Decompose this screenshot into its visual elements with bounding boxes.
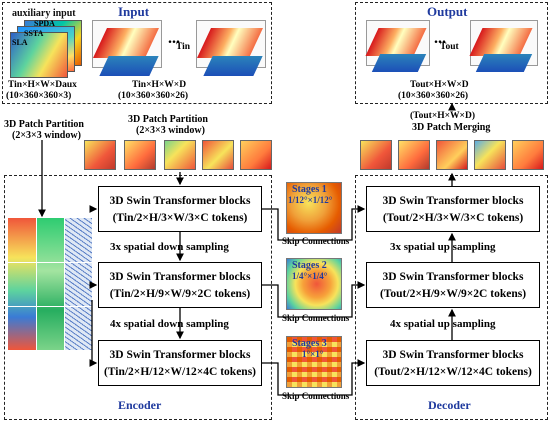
left-partition-window: (2×3×3 window) (12, 130, 81, 141)
input-size: (10×360×360×26) (118, 91, 189, 101)
skip-label-1: Skip Connections (282, 236, 350, 246)
decoder-block-1-title: 3D Swin Transformer blocks (382, 195, 524, 207)
skip-label-2: Skip Connections (282, 313, 350, 323)
aux-var-1: SPDA (34, 19, 55, 28)
output-title: Output (427, 4, 468, 19)
encoder-block-3-title: 3D Swin Transformer blocks (109, 349, 251, 361)
encoder-block-3-tokens: (Tin/2×H/12×W/12×4C tokens) (103, 366, 257, 378)
decoder-block-3-title: 3D Swin Transformer blocks (382, 349, 524, 361)
decoder-block-3-tokens: (Tout/2×H/12×W/12×4C tokens) (374, 366, 532, 378)
decoder-block-3: 3D Swin Transformer blocks (Tout/2×H/12×… (366, 340, 540, 386)
stage-1-name: Stages 1 (292, 184, 327, 195)
decoder-block-1-tokens: (Tout/2×H/3×W/3×C tokens) (382, 212, 524, 224)
input-cube-2 (192, 18, 272, 80)
decoder-up-1: 3x spatial up sampling (390, 241, 496, 253)
aux-size: (10×360×360×3) (6, 91, 72, 101)
output-size-generic: (Tout×H×W×D) (410, 111, 475, 121)
aux-dims: Tin×H×W×Daux (8, 80, 77, 90)
stage-3-name: Stages 3 (292, 338, 327, 349)
stage-2-map (286, 258, 342, 310)
encoder-down-1: 3x spatial down sampling (110, 241, 229, 253)
encoder-block-2-tokens: (Tin/2×H/9×W/9×2C tokens) (109, 288, 251, 300)
skip-label-3: Skip Connections (282, 391, 350, 401)
decoder-block-2-tokens: (Tout/2×H/9×W/9×2C tokens) (379, 288, 527, 300)
output-cube-1 (362, 18, 432, 78)
mid-partition-title: 3D Patch Partition (128, 114, 208, 125)
encoder-block-1: 3D Swin Transformer blocks (Tin/2×H/3×W/… (98, 186, 262, 232)
aux-var-3: SLA (12, 38, 28, 47)
skip-arrow-2 (262, 281, 366, 318)
encoder-block-3: 3D Swin Transformer blocks (Tin/2×H/12×W… (98, 340, 262, 386)
tin-label: Tin (176, 42, 191, 52)
patch-merging-title: 3D Patch Merging (412, 122, 491, 133)
input-dims: Tin×H×W×D (132, 80, 187, 90)
patch-cubes-output (360, 138, 550, 172)
aux-input-label: auxiliary input (12, 8, 76, 19)
tout-label: Tout (440, 42, 459, 52)
stage-1-res: 1/12°×1/12° (288, 195, 333, 205)
encoder-down-2: 4x spatial down sampling (110, 318, 229, 330)
output-dims: Tout×H×W×D (410, 80, 469, 90)
encoder-label: Encoder (118, 398, 162, 412)
stage-1-map (286, 182, 342, 234)
output-size: (10×360×360×26) (398, 91, 469, 101)
input-ellipsis: ... (168, 30, 180, 47)
decoder-block-1: 3D Swin Transformer blocks (Tout/2×H/3×W… (366, 186, 540, 232)
encoder-feature-grid (8, 218, 92, 350)
decoder-block-2: 3D Swin Transformer blocks (Tout/2×H/9×W… (366, 262, 540, 308)
encoder-block-2-title: 3D Swin Transformer blocks (109, 271, 251, 283)
input-frame (2, 2, 272, 104)
skip-arrow-3 (262, 359, 366, 396)
decoder-block-2-title: 3D Swin Transformer blocks (382, 271, 524, 283)
output-ellipsis: ... (434, 30, 446, 47)
patch-cubes-input (84, 138, 274, 172)
output-cube-2 (466, 18, 546, 78)
input-cube-1 (86, 18, 166, 80)
decoder-label: Decoder (428, 398, 471, 412)
left-partition-title: 3D Patch Partition (4, 119, 84, 130)
stage-2-res: 1/4°×1/4° (292, 271, 328, 281)
stage-2-name: Stages 2 (292, 260, 327, 271)
encoder-block-1-title: 3D Swin Transformer blocks (109, 195, 251, 207)
input-title: Input (118, 4, 150, 19)
skip-arrow-1 (262, 205, 366, 241)
encoder-block-2: 3D Swin Transformer blocks (Tin/2×H/9×W/… (98, 262, 262, 308)
aux-map-stack (10, 20, 82, 78)
aux-var-2: SSTA (24, 29, 44, 38)
arrow-grid-to-enc3 (89, 300, 98, 367)
stage-3-res: 1°×1° (302, 349, 324, 359)
encoder-frame (4, 175, 272, 420)
stage-3-map (286, 336, 342, 388)
encoder-block-1-tokens: (Tin/2×H/3×W/3×C tokens) (112, 212, 248, 224)
decoder-up-2: 4x spatial up sampling (390, 318, 496, 330)
mid-partition-window: (2×3×3 window) (136, 125, 205, 136)
